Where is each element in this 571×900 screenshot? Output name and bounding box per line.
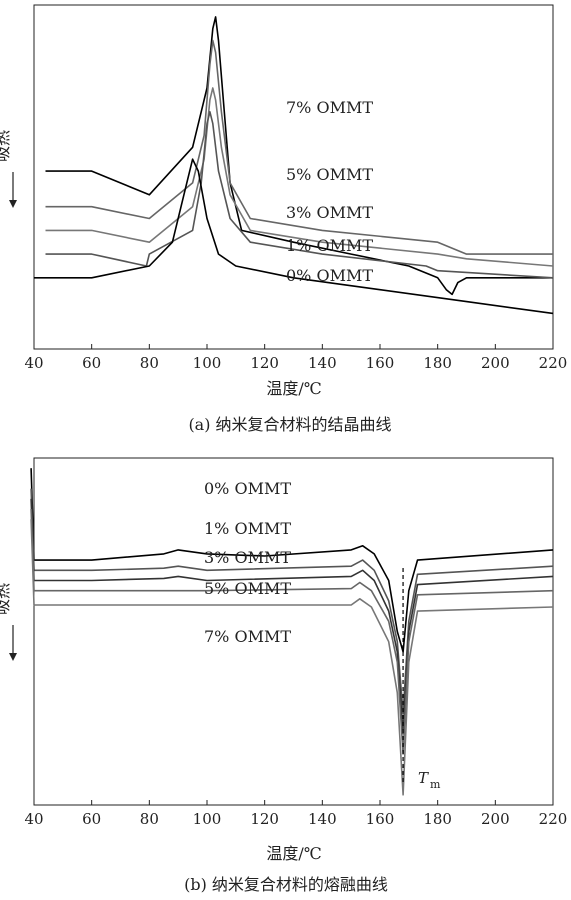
chart-a-series-line — [34, 158, 554, 315]
chart-a-x-tick-label: 100 — [193, 354, 222, 372]
chart-a-x-tick-label: 120 — [250, 354, 279, 372]
chart-a-x-tick-label: 80 — [140, 354, 159, 372]
chart-b-series-line — [30, 519, 554, 796]
chart-b-series-line — [30, 488, 554, 714]
chart-a-series-line — [45, 16, 553, 296]
chart-b-tm-text: T — [418, 769, 429, 787]
chart-b-series-label-1: 1% OMMT — [204, 519, 291, 538]
chart-b-x-tick-label: 80 — [140, 810, 159, 828]
chart-a-xlabel: 温度/℃ — [266, 379, 321, 398]
chart-b-series-label-3: 3% OMMT — [204, 548, 291, 567]
chart-a-lines — [34, 16, 554, 315]
chart-b-ticks: 40 60 80 100 120 140 160 180 200 220 — [24, 800, 567, 828]
chart-a-series-label-3: 3% OMMT — [286, 203, 373, 222]
chart-a-x-tick-label: 180 — [423, 354, 452, 372]
chart-b: 40 60 80 100 120 140 160 180 200 220 0% OMMT 1% O… — [0, 457, 567, 894]
chart-b-series-line — [30, 468, 554, 653]
chart-a-series-label-0: 0% OMMT — [286, 266, 373, 285]
chart-b-x-tick-label: 120 — [250, 810, 279, 828]
chart-b-series-line — [30, 508, 554, 755]
chart-b-ylabel: 吸热 — [0, 583, 17, 661]
chart-a-x-tick-label: 200 — [481, 354, 510, 372]
chart-b-series-line — [30, 498, 554, 735]
chart-a-series-line — [45, 39, 553, 255]
chart-b-x-tick-label: 180 — [423, 810, 452, 828]
chart-b-series-labels: 0% OMMT 1% OMMT 3% OMMT 5% OMMT 7% OMMT — [204, 479, 291, 646]
chart-b-x-tick-label: 40 — [24, 810, 43, 828]
chart-b-lines — [30, 468, 554, 796]
chart-b-series-label-0: 0% OMMT — [204, 479, 291, 498]
chart-a-series-labels: 7% OMMT 5% OMMT 3% OMMT 1% OMMT 0% OMMT — [286, 98, 373, 285]
chart-a-x-tick-label: 40 — [24, 354, 43, 372]
chart-b-x-tick-label: 200 — [481, 810, 510, 828]
chart-b-x-tick-label: 220 — [539, 810, 568, 828]
chart-b-tm-subscript: m — [430, 778, 441, 791]
chart-a-series-label-1: 1% OMMT — [286, 236, 373, 255]
chart-a-series-line — [45, 111, 554, 279]
chart-b-caption: (b) 纳米复合材料的熔融曲线 — [184, 875, 388, 894]
chart-b-x-tick-label: 140 — [308, 810, 337, 828]
chart-b-x-tick-label: 60 — [82, 810, 101, 828]
chart-b-ylabel-text: 吸热 — [0, 583, 12, 615]
chart-a-ylabel: 吸热 — [0, 130, 17, 208]
chart-a-x-tick-label: 60 — [82, 354, 101, 372]
chart-a-ylabel-text: 吸热 — [0, 130, 12, 162]
chart-b-tm-annotation: T m — [418, 769, 441, 791]
chart-a-x-tick-label: 140 — [308, 354, 337, 372]
chart-a-x-tick-label: 220 — [539, 354, 568, 372]
chart-a-series-line — [45, 87, 554, 267]
chart-b-x-tick-label: 100 — [193, 810, 222, 828]
chart-a: 40 60 80 100 120 140 160 180 200 220 7% OMMT 5% O… — [0, 4, 567, 434]
chart-a-series-label-7: 7% OMMT — [286, 98, 373, 117]
chart-a-x-tick-label: 160 — [366, 354, 395, 372]
chart-a-frame — [33, 4, 554, 350]
chart-a-caption: (a) 纳米复合材料的结晶曲线 — [188, 415, 391, 434]
chart-a-ticks: 40 60 80 100 120 140 160 180 200 220 — [24, 344, 567, 372]
chart-b-series-label-5: 5% OMMT — [204, 579, 291, 598]
chart-b-frame — [33, 457, 554, 806]
chart-a-series-label-5: 5% OMMT — [286, 165, 373, 184]
chart-b-x-tick-label: 160 — [366, 810, 395, 828]
chart-b-xlabel: 温度/℃ — [266, 844, 321, 863]
chart-b-series-label-7: 7% OMMT — [204, 627, 291, 646]
